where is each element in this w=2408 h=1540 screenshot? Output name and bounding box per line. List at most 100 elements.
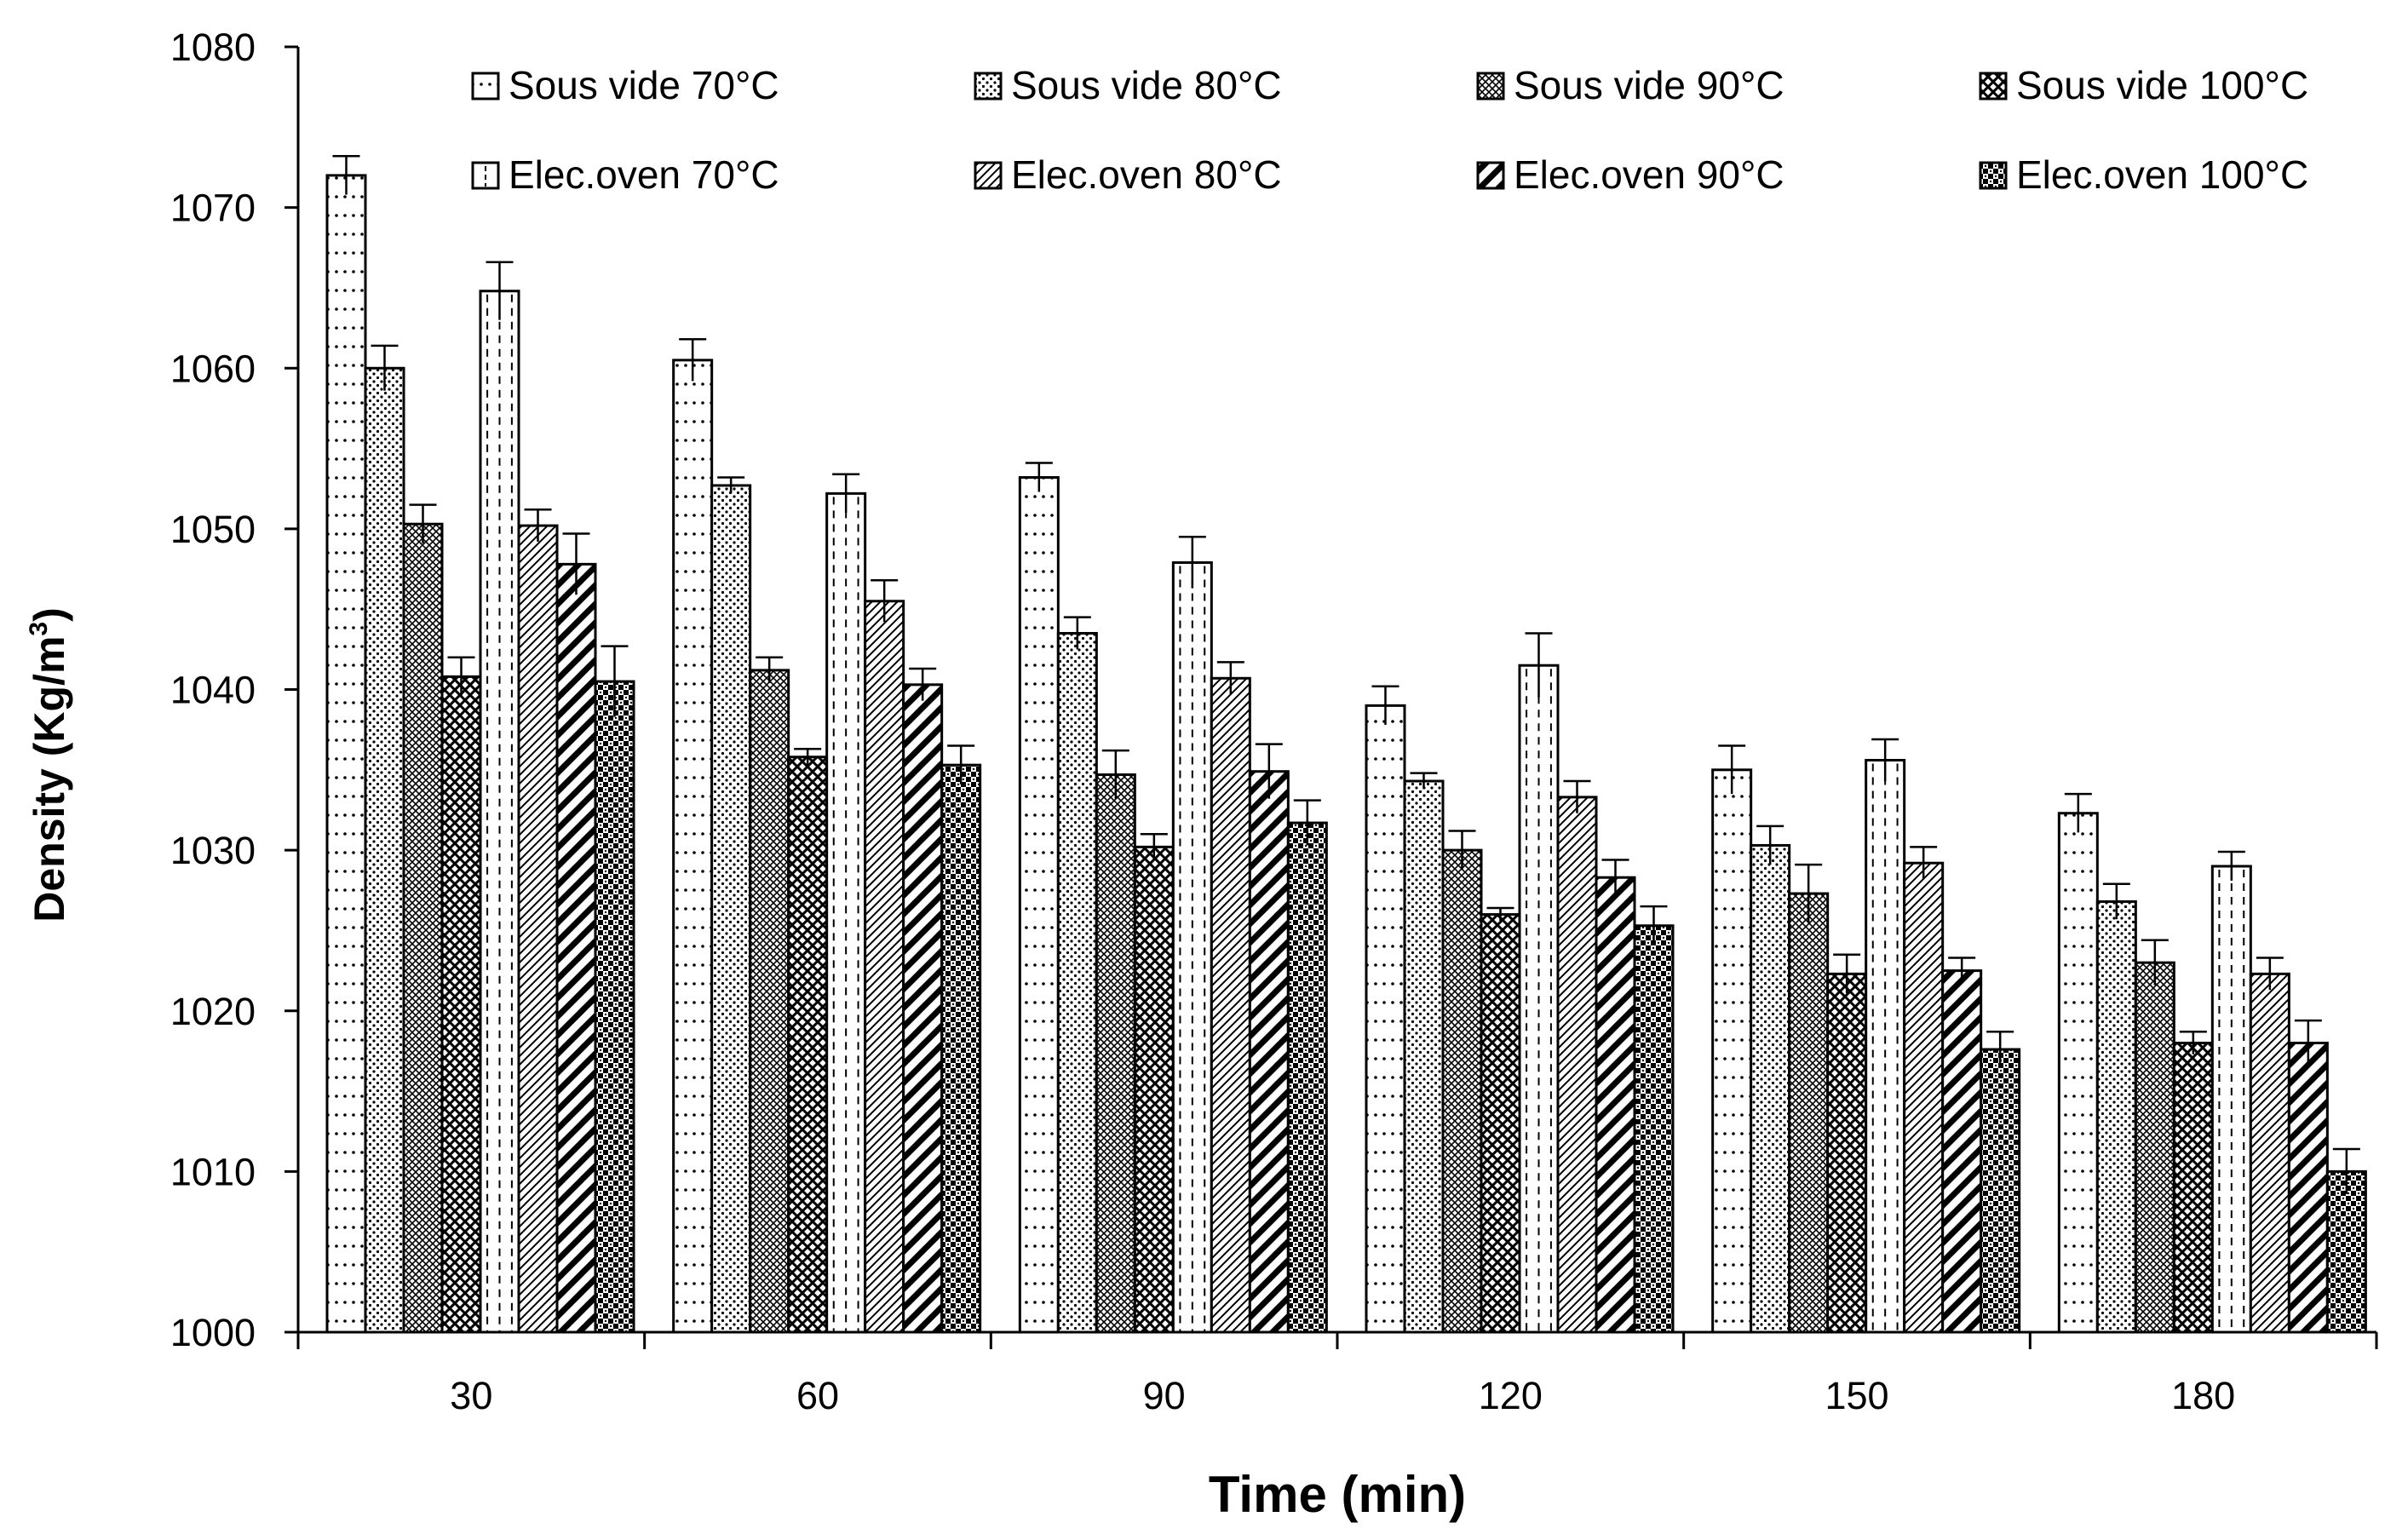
error-bar (1910, 846, 1938, 880)
error-bar (794, 748, 822, 766)
legend-swatch (471, 72, 500, 101)
bar (2210, 865, 2252, 1334)
error-bars-layer (332, 155, 2360, 1194)
y-tick-label: 1050 (170, 508, 256, 551)
y-tick-label: 1060 (170, 347, 256, 390)
legend-label: Sous vide 90°C (1514, 63, 1784, 107)
error-bar (447, 656, 475, 697)
error-bar (2217, 850, 2245, 881)
error-bar (1101, 749, 1129, 799)
legend-item: Sous vide 90°C (1476, 63, 1784, 107)
bar (555, 562, 597, 1334)
error-bar (601, 645, 629, 717)
y-tick-label: 1080 (170, 26, 256, 69)
bar (1633, 924, 1675, 1334)
bar (402, 522, 444, 1334)
bar (940, 763, 982, 1334)
legend-label: Elec.oven 100°C (2016, 152, 2308, 197)
error-bar (909, 667, 937, 701)
bar (2287, 1041, 2329, 1334)
legend-swatch (974, 161, 1003, 190)
bar (594, 680, 635, 1334)
y-tick-label: 1020 (170, 990, 256, 1033)
legend-swatch (1979, 72, 2008, 101)
error-bar (1795, 863, 1823, 923)
bar (1248, 770, 1290, 1334)
error-bar (1871, 738, 1899, 782)
legend-item: Elec.oven 90°C (1476, 152, 1784, 197)
legend-label: Elec.oven 80°C (1011, 152, 1282, 197)
legend-label: Sous vide 80°C (1011, 63, 1282, 107)
x-tick-label: 120 (1479, 1374, 1543, 1417)
bar (2057, 812, 2099, 1334)
error-bar (371, 344, 399, 391)
bar (864, 600, 905, 1334)
y-axis-title-superscript: 3 (25, 622, 53, 636)
error-bar (2179, 1031, 2207, 1054)
bar (672, 359, 714, 1334)
error-bar (1833, 953, 1861, 994)
bar (1865, 758, 1906, 1334)
bar (1441, 848, 1483, 1334)
error-bar (409, 503, 437, 543)
bar (1980, 1048, 2021, 1334)
error-bar (1216, 661, 1244, 695)
bar (1556, 796, 1598, 1334)
y-tick-label: 1070 (170, 187, 256, 230)
bar (517, 524, 559, 1334)
legend-swatch (1979, 161, 2008, 190)
error-bar (2256, 957, 2284, 991)
error-bar (1525, 632, 1553, 698)
bar (364, 366, 405, 1334)
x-tick-label: 180 (2171, 1374, 2235, 1417)
y-axis-title-end: ) (26, 607, 73, 622)
legend-label: Sous vide 100°C (2016, 63, 2308, 107)
legend-label: Sous vide 70°C (509, 63, 779, 107)
bar (1788, 892, 1830, 1334)
bar (2095, 899, 2137, 1334)
bar (325, 174, 367, 1334)
bar (2249, 972, 2290, 1334)
legend-swatch (1476, 161, 1505, 190)
axes: 1000 1010 1020 1030 1040 1050 1060 1070 1080 30 60… (170, 26, 2378, 1417)
y-axis-title-main: Density (Kg/m (26, 636, 73, 922)
error-bar (1718, 744, 1746, 795)
y-tick-label: 1030 (170, 829, 256, 872)
bar (1711, 768, 1753, 1334)
legend-item: Elec.oven 80°C (974, 152, 1282, 197)
bar (2325, 1169, 2367, 1334)
bar (1903, 861, 1945, 1334)
legend-swatch (1476, 72, 1505, 101)
error-bar (1601, 859, 1629, 895)
bar (1480, 913, 1521, 1334)
bar (1826, 972, 1868, 1334)
bar-dash-lines (1179, 566, 1206, 1332)
error-bar (2141, 939, 2169, 985)
legend-label: Elec.oven 90°C (1514, 152, 1784, 197)
legend-item: Elec.oven 100°C (1979, 152, 2308, 197)
y-tick-label: 1010 (170, 1150, 256, 1193)
error-bar (524, 508, 552, 542)
error-bar (1025, 462, 1053, 492)
bar (749, 669, 790, 1334)
bar-dash-lines (832, 497, 859, 1332)
legend-item: Sous vide 70°C (471, 63, 779, 107)
error-bar (2332, 1147, 2360, 1194)
bar (1365, 704, 1406, 1334)
error-bar (1563, 779, 1591, 813)
bar (710, 484, 752, 1334)
bar-dash-lines (2218, 869, 2245, 1332)
bar (1750, 843, 1791, 1334)
error-bar (2294, 1019, 2322, 1066)
y-tick-label: 1040 (170, 669, 256, 712)
bar (1056, 631, 1098, 1334)
legend-item: Sous vide 100°C (1979, 63, 2308, 107)
bar (787, 756, 829, 1334)
x-tick-label: 30 (450, 1374, 492, 1417)
legend: Sous vide 70°C Sous vide 80°C Sous vide 90… (471, 63, 2308, 197)
bars-layer (325, 174, 2367, 1334)
bar (1210, 676, 1251, 1334)
x-tick-label: 90 (1143, 1374, 1186, 1417)
error-bar (756, 656, 784, 683)
